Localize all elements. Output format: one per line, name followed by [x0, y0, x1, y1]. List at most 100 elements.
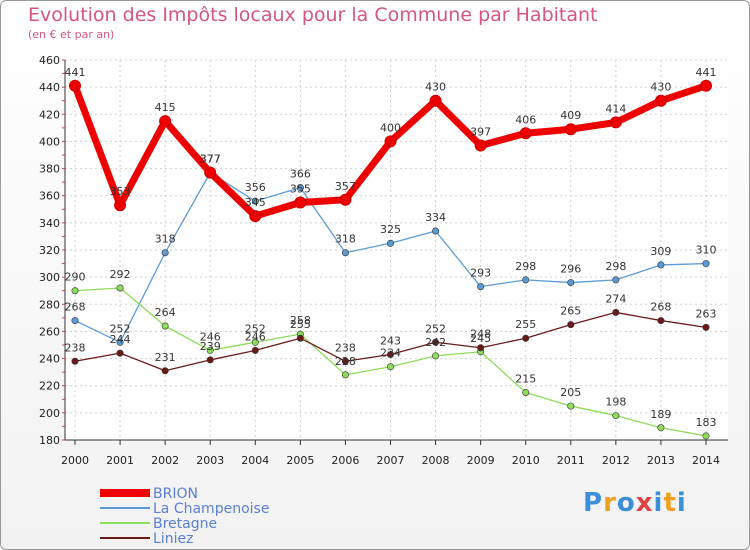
x-tick-label: 2004 [241, 454, 269, 467]
legend-label: Liniez [153, 531, 193, 547]
x-tick-label: 2001 [106, 454, 134, 467]
data-point [114, 199, 127, 212]
data-label: 205 [560, 386, 581, 399]
x-tick-label: 2005 [286, 454, 314, 467]
data-label: 246 [245, 330, 266, 343]
data-point [567, 279, 575, 287]
data-point [522, 276, 530, 284]
y-tick-label: 400 [39, 135, 60, 148]
data-label: 318 [335, 233, 356, 246]
y-tick-label: 340 [39, 217, 60, 230]
brand-letter: x [635, 488, 654, 518]
data-label: 397 [470, 126, 491, 139]
data-label: 310 [696, 244, 717, 257]
x-tick-label: 2006 [331, 454, 359, 467]
data-point [341, 357, 349, 365]
data-label: 264 [155, 306, 176, 319]
y-tick-label: 240 [39, 353, 60, 366]
data-point [296, 334, 304, 342]
brand-letter: t [663, 488, 677, 518]
data-label: 245 [470, 332, 491, 345]
data-point [386, 363, 394, 371]
data-label: 268 [650, 301, 671, 314]
data-label: 234 [380, 347, 401, 360]
data-point [702, 432, 710, 440]
brand-letter: i [676, 488, 687, 518]
data-label: 239 [200, 340, 221, 353]
data-point [161, 367, 169, 375]
data-label: 414 [605, 102, 626, 115]
data-point [564, 123, 577, 136]
data-label: 345 [245, 196, 266, 209]
chart-subtitle: (en € et par an) [28, 28, 115, 41]
data-label: 325 [380, 223, 401, 236]
data-point [657, 261, 665, 269]
axis-layer: 180 200 220 240 260 280 300 320 340 360 380 400 420 4… [39, 54, 728, 467]
proxiti-logo: Proxiti [583, 488, 687, 518]
y-tick-label: 380 [39, 163, 60, 176]
data-label: 415 [155, 101, 176, 114]
x-tick-label: 2013 [647, 454, 675, 467]
series-layer [69, 79, 712, 440]
data-point [386, 350, 394, 358]
data-label: 263 [696, 307, 717, 320]
data-label: 296 [560, 263, 581, 276]
y-tick-label: 440 [39, 81, 60, 94]
data-label: 441 [696, 66, 717, 79]
data-point [251, 338, 259, 346]
data-point [294, 196, 307, 209]
data-label: 252 [245, 322, 266, 335]
x-tick-label: 2011 [557, 454, 585, 467]
data-label: 265 [560, 305, 581, 318]
data-label: 409 [560, 109, 581, 122]
legend-label: La Champenoise [153, 501, 269, 517]
data-point [384, 135, 397, 148]
data-label: 298 [605, 260, 626, 273]
data-point [116, 349, 124, 357]
data-label: 292 [110, 268, 131, 281]
data-label: 252 [425, 322, 446, 335]
data-point [69, 79, 81, 92]
data-label: 258 [290, 314, 311, 327]
data-point [71, 357, 79, 365]
legend-label: Bretagne [153, 516, 217, 532]
data-point [341, 249, 349, 257]
data-label: 334 [425, 211, 446, 224]
y-tick-label: 460 [39, 54, 60, 67]
data-point [612, 412, 620, 420]
data-point [567, 321, 575, 329]
data-point [609, 116, 622, 129]
x-tick-label: 2002 [151, 454, 179, 467]
data-point [429, 94, 442, 107]
data-point [519, 127, 532, 140]
y-tick-label: 260 [39, 325, 60, 338]
data-point [654, 94, 667, 107]
x-tick-label: 2010 [512, 454, 540, 467]
data-point [657, 317, 665, 325]
data-label: 356 [245, 181, 266, 194]
data-point [657, 424, 665, 432]
data-point [204, 166, 217, 179]
x-tick-label: 2009 [467, 454, 495, 467]
data-label: 406 [515, 113, 536, 126]
data-point [702, 260, 710, 268]
data-point [477, 283, 485, 291]
data-point [432, 338, 440, 346]
data-label: 441 [65, 66, 86, 79]
data-point [71, 317, 79, 325]
data-label: 215 [515, 373, 536, 386]
brand-letter: r [603, 488, 617, 518]
x-tick-label: 2000 [61, 454, 89, 467]
data-label: 355 [290, 183, 311, 196]
y-tick-label: 320 [39, 244, 60, 257]
data-point [386, 239, 394, 247]
data-point [116, 338, 124, 346]
y-tick-label: 220 [39, 380, 60, 393]
data-point [339, 193, 352, 206]
data-label: 298 [515, 260, 536, 273]
data-point [159, 115, 172, 128]
data-point [700, 79, 712, 92]
data-point [432, 352, 440, 360]
label-layer: 268 252 318 377 356 366 318 325 334 293 298 296 298 3… [65, 66, 717, 429]
